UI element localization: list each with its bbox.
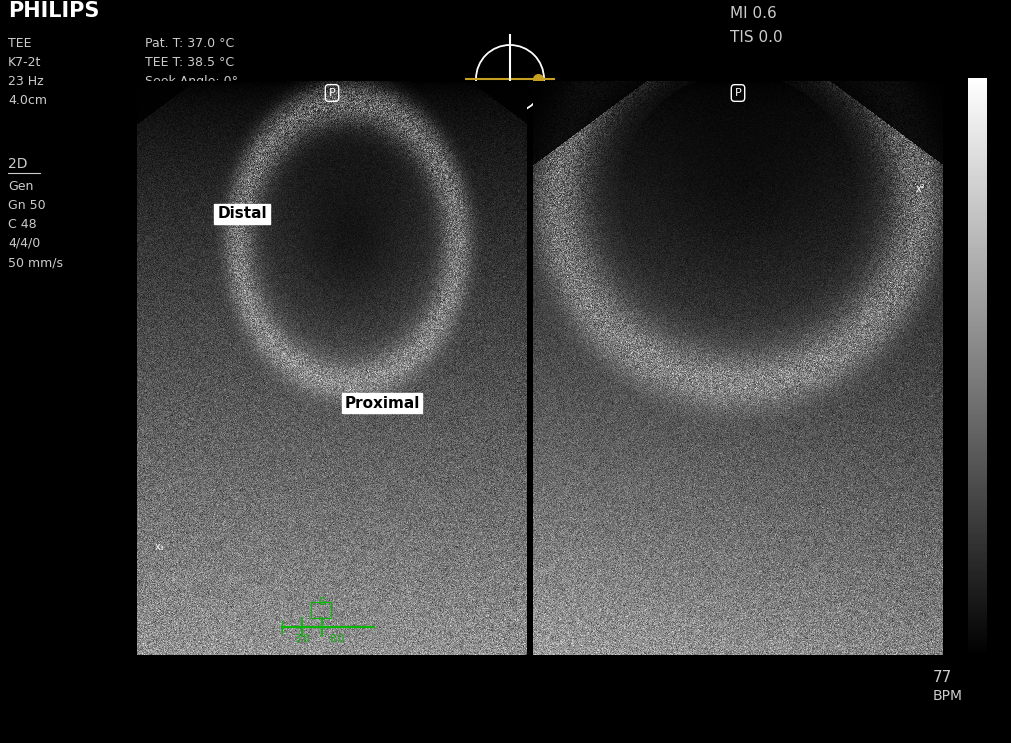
Text: C 48: C 48 [8, 218, 36, 231]
Text: 2D: 2D [8, 157, 27, 171]
Text: Distal: Distal [217, 207, 267, 221]
Text: G: G [318, 597, 326, 607]
Text: 4/4/0: 4/4/0 [8, 237, 40, 250]
Text: x²: x² [915, 184, 925, 194]
Text: P: P [329, 88, 336, 98]
Bar [311, 602, 331, 618]
Text: Gen: Gen [8, 180, 33, 193]
Text: 50 mm/s: 50 mm/s [8, 256, 63, 269]
Text: Seek Angle: 0°: Seek Angle: 0° [145, 75, 238, 88]
Text: Pat. T: 37.0 °C: Pat. T: 37.0 °C [145, 37, 235, 50]
Text: 23 Hz: 23 Hz [8, 75, 43, 88]
Text: K7-2t: K7-2t [8, 56, 41, 69]
Text: TEE: TEE [8, 37, 31, 50]
Text: 77: 77 [933, 670, 952, 685]
Text: P: P [735, 88, 741, 98]
Text: TEE T: 38.5 °C: TEE T: 38.5 °C [145, 56, 235, 69]
Text: MI 0.6: MI 0.6 [730, 6, 776, 21]
Text: Gn 50: Gn 50 [8, 199, 45, 212]
Text: Proximal: Proximal [345, 395, 420, 410]
Text: 4.0cm: 4.0cm [8, 94, 47, 107]
Text: 3.0: 3.0 [294, 634, 309, 644]
Text: x₃: x₃ [155, 542, 165, 552]
Text: PHILIPS: PHILIPS [8, 1, 99, 21]
Text: 8.0: 8.0 [330, 634, 345, 644]
Text: TIS 0.0: TIS 0.0 [730, 30, 783, 45]
Text: BPM: BPM [933, 689, 963, 703]
